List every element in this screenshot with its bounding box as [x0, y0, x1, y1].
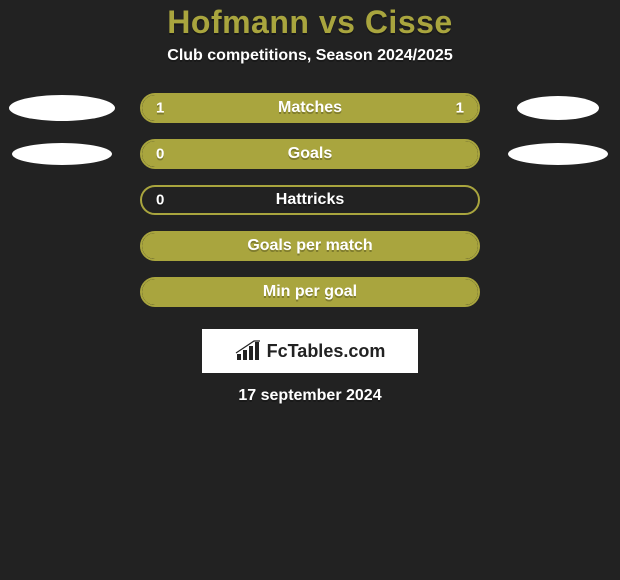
- stat-rows: Matches 1 1 Goals 0 Hattricks 0 Goals per match…: [0, 93, 620, 307]
- stat-left-value: 0: [156, 192, 164, 209]
- date-text: 17 september 2024: [0, 387, 620, 405]
- chart-container: Hofmann vs Cisse Club competitions, Seas…: [0, 0, 620, 580]
- right-slot: [498, 143, 618, 165]
- left-slot: [2, 143, 122, 165]
- stat-bar: Goals 0: [140, 139, 480, 169]
- right-ellipse: [517, 96, 599, 120]
- chart-bars-icon: [235, 340, 261, 362]
- stat-label: Min per goal: [263, 283, 357, 301]
- stat-row: Min per goal: [0, 277, 620, 307]
- stat-row: Matches 1 1: [0, 93, 620, 123]
- stat-bar: Min per goal: [140, 277, 480, 307]
- stat-row: Goals per match: [0, 231, 620, 261]
- page-subtitle: Club competitions, Season 2024/2025: [0, 47, 620, 65]
- stat-row: Goals 0: [0, 139, 620, 169]
- stat-label: Hattricks: [276, 191, 344, 209]
- stat-label: Goals: [288, 145, 332, 163]
- right-ellipse: [508, 143, 608, 165]
- stat-bar: Matches 1 1: [140, 93, 480, 123]
- brand-box: FcTables.com: [202, 329, 418, 373]
- stat-right-value: 1: [456, 100, 464, 117]
- stat-row: Hattricks 0: [0, 185, 620, 215]
- stat-left-value: 0: [156, 146, 164, 163]
- stat-bar: Goals per match: [140, 231, 480, 261]
- right-slot: [498, 96, 618, 120]
- left-ellipse: [9, 95, 115, 121]
- stat-bar: Hattricks 0: [140, 185, 480, 215]
- stat-left-value: 1: [156, 100, 164, 117]
- left-ellipse: [12, 143, 112, 165]
- stat-label: Goals per match: [247, 237, 372, 255]
- page-title: Hofmann vs Cisse: [0, 4, 620, 41]
- left-slot: [2, 95, 122, 121]
- brand-text: FcTables.com: [267, 341, 386, 362]
- stat-label: Matches: [278, 99, 342, 117]
